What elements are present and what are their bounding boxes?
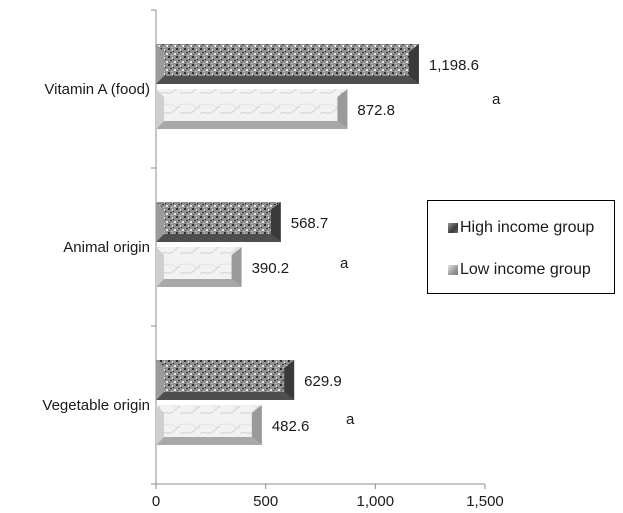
legend-swatch-high <box>448 223 458 233</box>
x-tick-label: 500 <box>253 493 278 510</box>
bar-bevel-bottom <box>156 392 295 400</box>
legend-swatch-low <box>448 265 458 275</box>
bar-bevel-bottom <box>156 121 348 129</box>
legend: High income group Low income group <box>427 200 615 294</box>
bar-low-income <box>156 89 348 129</box>
bar-high-income <box>156 360 295 400</box>
bar-bevel-left <box>156 405 164 445</box>
bar-bevel-left <box>156 44 164 84</box>
x-tick-label: 1,000 <box>357 493 395 510</box>
bar-bevel-bottom <box>156 279 242 287</box>
value-label-low: 482.6 <box>272 418 310 435</box>
bar-bevel-right <box>251 405 262 445</box>
bar-bevel-right <box>337 89 348 129</box>
bar-bevel-bottom <box>156 437 262 445</box>
value-label-high: 629.9 <box>304 373 342 390</box>
x-tick-label: 0 <box>152 493 160 510</box>
legend-label-high: High income group <box>460 219 595 236</box>
bar-bevel-bottom <box>156 76 419 84</box>
annotation-label: a <box>346 411 355 428</box>
category-label: Vitamin A (food) <box>44 81 150 98</box>
legend-item-low: Low income group <box>448 261 591 279</box>
value-label-low: 390.2 <box>252 260 290 277</box>
value-label-high: 1,198.6 <box>429 57 479 74</box>
bar-high-income <box>156 202 281 242</box>
bar-bevel-left <box>156 89 164 129</box>
value-label-low: 872.8 <box>357 102 395 119</box>
bar-bevel-bottom <box>156 234 281 242</box>
legend-item-high: High income group <box>448 219 594 237</box>
bar-bevel-left <box>156 360 164 400</box>
bar-high-income <box>156 44 419 84</box>
bar-low-income <box>156 247 242 287</box>
bar-bevel-left <box>156 202 164 242</box>
bar-bevel-right <box>284 360 295 400</box>
x-tick-label: 1,500 <box>466 493 504 510</box>
bar-low-income <box>156 405 262 445</box>
bar-bevel-right <box>270 202 281 242</box>
category-label: Vegetable origin <box>42 397 150 414</box>
annotation-label: a <box>340 255 349 272</box>
bar-bevel-right <box>231 247 242 287</box>
annotation-label: a <box>492 91 501 108</box>
bar-bevel-left <box>156 247 164 287</box>
category-label: Animal origin <box>63 239 150 256</box>
value-label-high: 568.7 <box>291 215 329 232</box>
bar-bevel-right <box>408 44 419 84</box>
legend-label-low: Low income group <box>460 261 591 278</box>
